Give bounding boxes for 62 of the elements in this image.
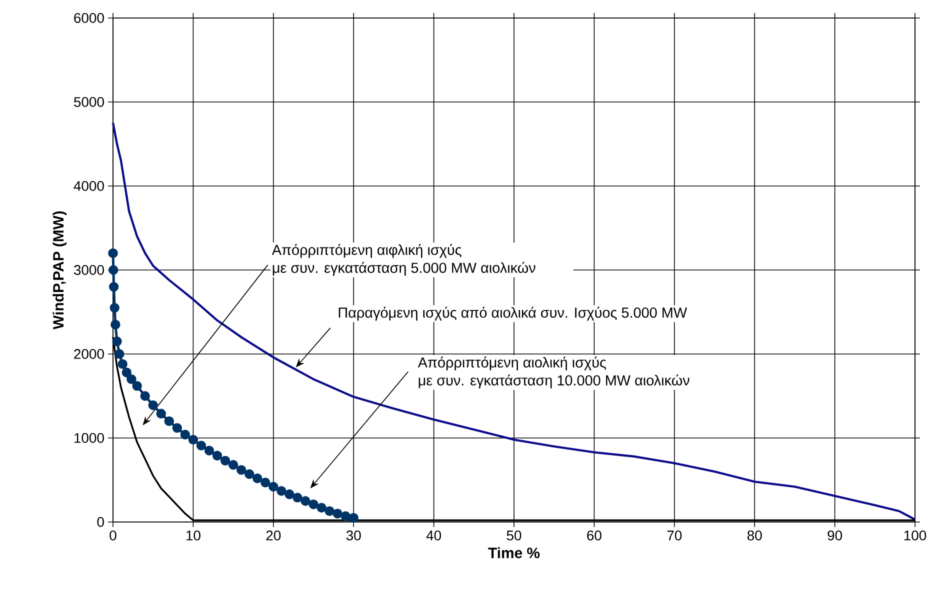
point bbox=[164, 416, 174, 426]
point bbox=[268, 482, 278, 492]
point bbox=[236, 465, 246, 475]
point bbox=[348, 512, 358, 523]
point bbox=[122, 368, 132, 378]
point bbox=[196, 440, 206, 450]
point bbox=[132, 381, 142, 391]
x-tick-label: 30 bbox=[346, 530, 361, 540]
x-tick-label: 40 bbox=[426, 530, 442, 540]
point bbox=[180, 430, 190, 440]
x-tick-label: 0 bbox=[110, 530, 116, 540]
y-tick-label: 3000 bbox=[74, 265, 104, 275]
point bbox=[276, 486, 286, 496]
point bbox=[244, 469, 254, 479]
point bbox=[110, 302, 120, 313]
y-tick-label: 5000 bbox=[74, 97, 104, 107]
point bbox=[204, 446, 214, 456]
point bbox=[156, 408, 166, 418]
point bbox=[108, 248, 118, 258]
point bbox=[188, 434, 198, 445]
point bbox=[112, 336, 122, 346]
annotation: Απόρριπτόμενη αιολική ισχύς με συν. εγκατάσταση 10.000 MW αιολικών bbox=[418, 356, 690, 388]
point bbox=[212, 450, 222, 460]
y-tick-label: 4000 bbox=[74, 181, 104, 191]
x-tick-label: 50 bbox=[506, 530, 522, 540]
line-series bbox=[112, 122, 916, 521]
x-tick-label: 60 bbox=[587, 530, 602, 540]
x-tick-label: 20 bbox=[266, 530, 281, 540]
y-tick-label: 0 bbox=[97, 517, 104, 527]
point bbox=[220, 456, 230, 466]
point bbox=[114, 349, 124, 359]
point bbox=[340, 511, 350, 521]
x-tick-label: 10 bbox=[186, 530, 200, 540]
y-axis-title: WindP,PAP (MW) bbox=[52, 211, 67, 330]
x-tick-label: 70 bbox=[667, 530, 682, 540]
x-axis-title: Time % bbox=[488, 547, 540, 558]
point bbox=[140, 391, 150, 401]
point bbox=[316, 502, 326, 513]
point bbox=[324, 506, 334, 516]
point bbox=[332, 508, 342, 518]
point bbox=[308, 500, 318, 510]
point bbox=[118, 359, 128, 369]
point bbox=[126, 374, 136, 384]
y-tick-label: 2000 bbox=[74, 349, 104, 359]
y-tick-label: 1000 bbox=[74, 433, 104, 443]
point bbox=[148, 400, 158, 410]
point bbox=[172, 423, 182, 433]
x-tick-label: 90 bbox=[828, 530, 842, 540]
point bbox=[252, 473, 262, 484]
point bbox=[228, 460, 238, 470]
point bbox=[108, 282, 119, 292]
point bbox=[284, 489, 294, 500]
point bbox=[300, 496, 310, 506]
annotation: Απόρριπτόμενη αιφλική ισχύς με συν. εγκατάσταση 5.000 MW αιολικών bbox=[272, 244, 536, 276]
point bbox=[110, 320, 120, 330]
point bbox=[260, 478, 270, 488]
x-tick-label: 80 bbox=[747, 530, 762, 540]
point bbox=[292, 492, 302, 502]
x-tick-label: 100 bbox=[904, 530, 926, 540]
y-tick-label: 6000 bbox=[74, 13, 104, 23]
annotation: Παραγόμενη ισχύς από αιολικά συν. Ισχύος 5.000 MW bbox=[338, 306, 687, 321]
point bbox=[108, 265, 118, 275]
